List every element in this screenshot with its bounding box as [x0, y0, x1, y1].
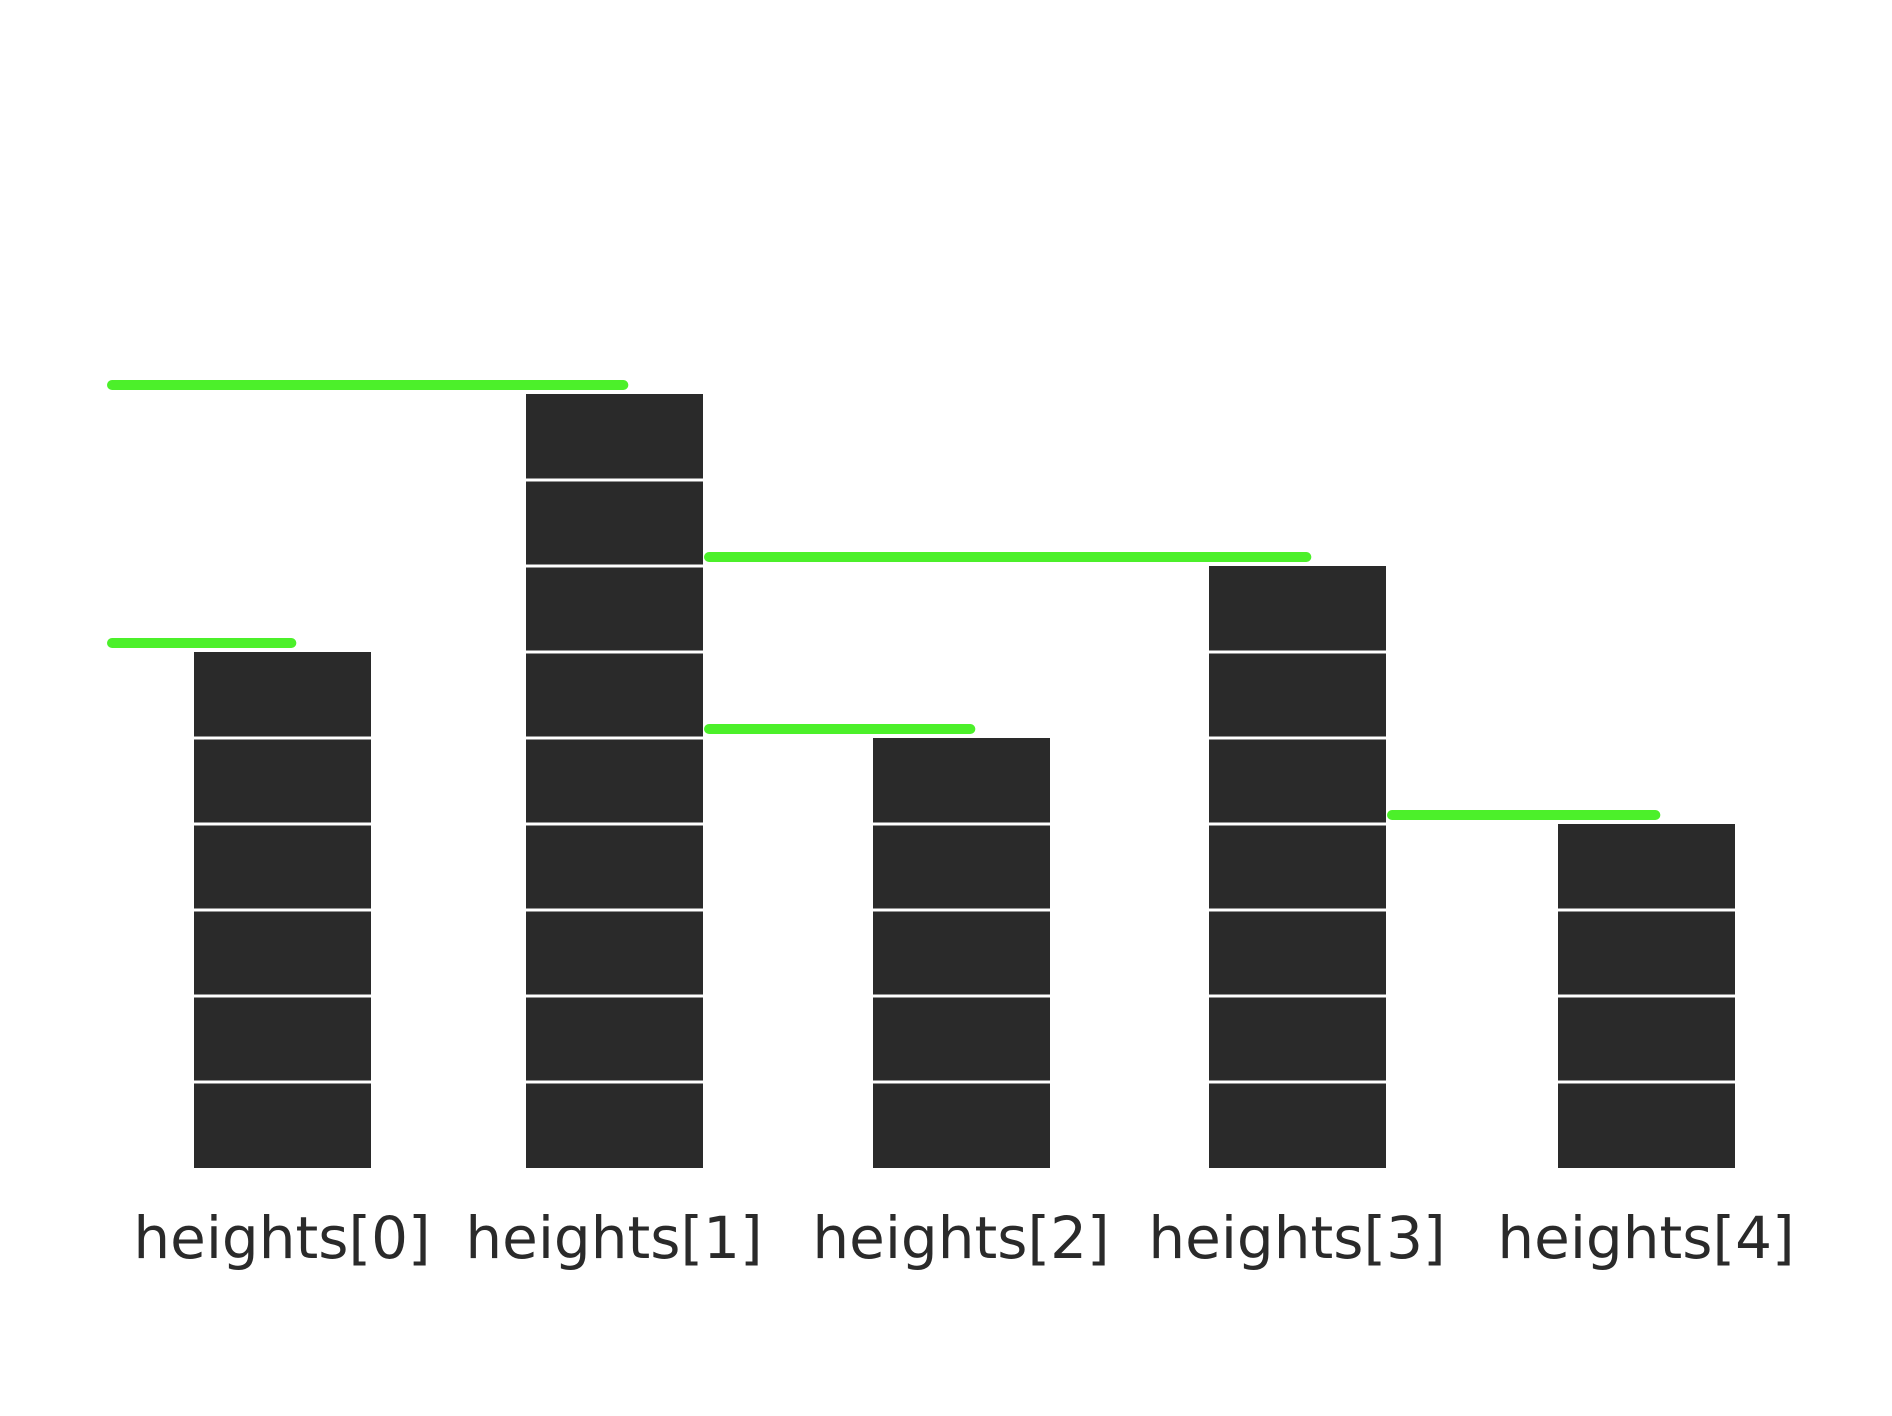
column-label-4: heights[4] [1497, 1204, 1794, 1272]
markers-group [107, 380, 1661, 820]
column-label-3: heights[3] [1148, 1204, 1445, 1272]
column-label-0: heights[0] [133, 1204, 430, 1272]
bar-1 [526, 394, 703, 1168]
bar-3 [1209, 566, 1386, 1168]
labels-group: heights[0] heights[1] heights[2] heights… [133, 1204, 1794, 1272]
column-label-1: heights[1] [465, 1204, 762, 1272]
column-label-2: heights[2] [812, 1204, 1109, 1272]
bar-2 [873, 738, 1050, 1168]
bars-group [194, 394, 1735, 1168]
